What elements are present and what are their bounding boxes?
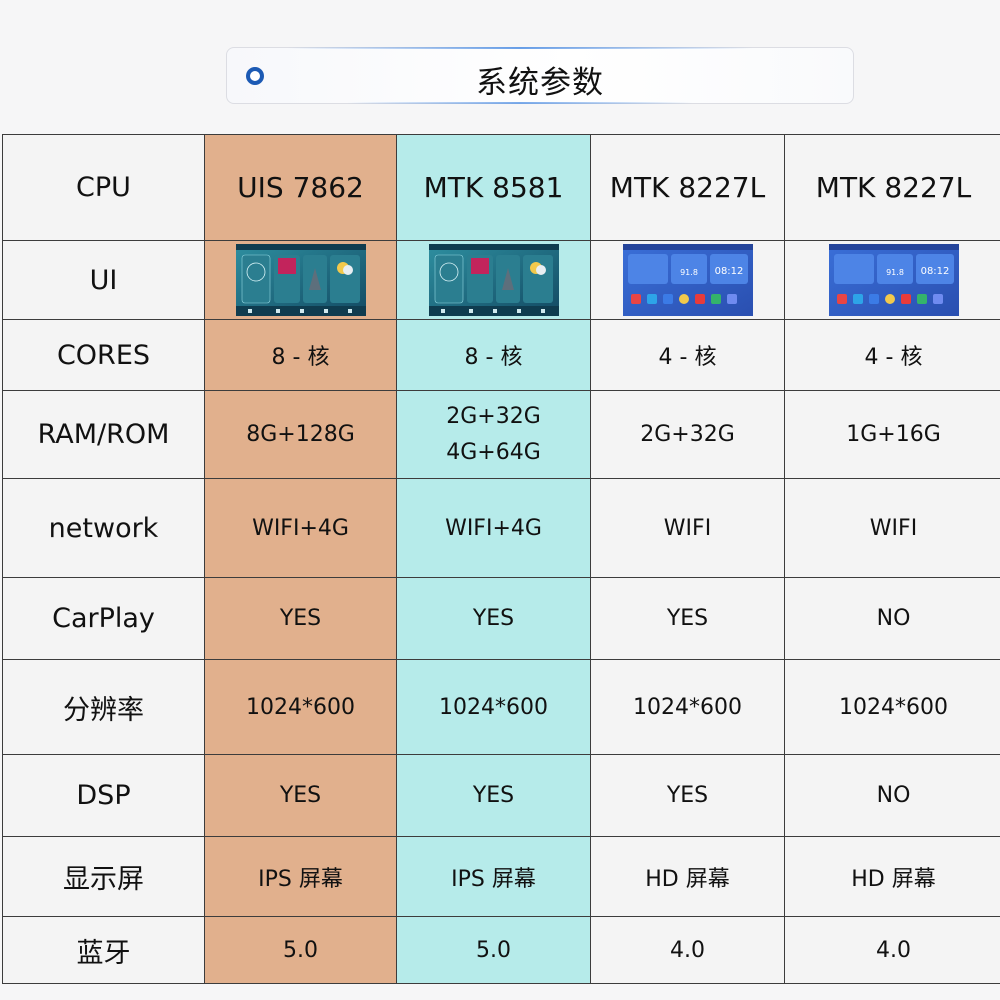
cell-network-3: WIFI — [590, 478, 785, 578]
radio-freq-text: 91.8 — [680, 268, 698, 277]
page-title: 系统参数 — [476, 65, 604, 101]
row-label-cores: CORES — [2, 319, 205, 391]
table-row-display: 显示屏 IPS 屏幕 IPS 屏幕 HD 屏幕 HD 屏幕 — [2, 836, 1000, 917]
cell-ui-3: 91.8 08:12 — [590, 240, 785, 320]
cell-cores-1: 8 - 核 — [204, 319, 397, 391]
cell-bluetooth-1: 5.0 — [204, 916, 397, 984]
cell-cpu-3: MTK 8227L — [590, 134, 785, 241]
cell-bluetooth-3: 4.0 — [590, 916, 785, 984]
ram-option: 2G+32G — [446, 403, 541, 429]
cell-display-4: HD 屏幕 — [784, 836, 1000, 917]
table-row-ram: RAM/ROM 8G+128G 2G+32G 4G+64G 2G+32G 1G+… — [2, 390, 1000, 479]
cell-ui-2 — [396, 240, 591, 320]
cell-ram-4: 1G+16G — [784, 390, 1000, 479]
cell-cpu-1: UIS 7862 — [204, 134, 397, 241]
cell-ram-2: 2G+32G 4G+64G — [396, 390, 591, 479]
radio-freq-text: 91.8 — [886, 268, 904, 277]
title-banner: 系统参数 — [226, 47, 854, 104]
cell-dsp-2: YES — [396, 754, 591, 837]
cell-carplay-1: YES — [204, 577, 397, 660]
cell-resolution-4: 1024*600 — [784, 659, 1000, 755]
table-row-bluetooth: 蓝牙 5.0 5.0 4.0 4.0 — [2, 916, 1000, 984]
row-label-dsp: DSP — [2, 754, 205, 837]
ui-screenshot-dark — [235, 244, 366, 316]
row-label-carplay: CarPlay — [2, 577, 205, 660]
ui-screenshot-dark — [428, 244, 559, 316]
cell-dsp-3: YES — [590, 754, 785, 837]
row-label-ui: UI — [2, 240, 205, 320]
cell-ram-3: 2G+32G — [590, 390, 785, 479]
cell-ui-1 — [204, 240, 397, 320]
cell-carplay-4: NO — [784, 577, 1000, 660]
cell-resolution-3: 1024*600 — [590, 659, 785, 755]
ram-option: 4G+64G — [446, 439, 541, 465]
cell-dsp-1: YES — [204, 754, 397, 837]
cell-dsp-4: NO — [784, 754, 1000, 837]
cell-ram-1: 8G+128G — [204, 390, 397, 479]
row-label-bluetooth: 蓝牙 — [2, 916, 205, 984]
cell-cpu-2: MTK 8581 — [396, 134, 591, 241]
cell-resolution-1: 1024*600 — [204, 659, 397, 755]
cell-cores-3: 4 - 核 — [590, 319, 785, 391]
cell-network-2: WIFI+4G — [396, 478, 591, 578]
spec-table: CPU UIS 7862 MTK 8581 MTK 8227L MTK 8227… — [2, 134, 1000, 984]
table-row-carplay: CarPlay YES YES YES NO — [2, 577, 1000, 660]
table-row-network: network WIFI+4G WIFI+4G WIFI WIFI — [2, 478, 1000, 578]
ui-screenshot-blue: 91.8 08:12 — [828, 244, 959, 316]
row-label-network: network — [2, 478, 205, 578]
cell-cores-4: 4 - 核 — [784, 319, 1000, 391]
cell-cores-2: 8 - 核 — [396, 319, 591, 391]
cell-display-2: IPS 屏幕 — [396, 836, 591, 917]
row-label-resolution: 分辨率 — [2, 659, 205, 755]
clock-text: 08:12 — [714, 266, 743, 277]
row-label-cpu: CPU — [2, 134, 205, 241]
row-label-ram: RAM/ROM — [2, 390, 205, 479]
cell-cpu-4: MTK 8227L — [784, 134, 1000, 241]
row-label-display: 显示屏 — [2, 836, 205, 917]
clock-text: 08:12 — [920, 266, 949, 277]
table-row-resolution: 分辨率 1024*600 1024*600 1024*600 1024*600 — [2, 659, 1000, 755]
table-row-ui: UI — [2, 240, 1000, 320]
table-row-cpu: CPU UIS 7862 MTK 8581 MTK 8227L MTK 8227… — [2, 134, 1000, 241]
cell-display-3: HD 屏幕 — [590, 836, 785, 917]
cell-carplay-3: YES — [590, 577, 785, 660]
cell-bluetooth-4: 4.0 — [784, 916, 1000, 984]
table-row-dsp: DSP YES YES YES NO — [2, 754, 1000, 837]
bullet-circle-icon — [246, 67, 264, 85]
cell-ui-4: 91.8 08:12 — [784, 240, 1000, 320]
cell-resolution-2: 1024*600 — [396, 659, 591, 755]
table-row-cores: CORES 8 - 核 8 - 核 4 - 核 4 - 核 — [2, 319, 1000, 391]
cell-network-4: WIFI — [784, 478, 1000, 578]
ui-screenshot-blue: 91.8 08:12 — [622, 244, 753, 316]
cell-carplay-2: YES — [396, 577, 591, 660]
cell-display-1: IPS 屏幕 — [204, 836, 397, 917]
cell-network-1: WIFI+4G — [204, 478, 397, 578]
cell-bluetooth-2: 5.0 — [396, 916, 591, 984]
